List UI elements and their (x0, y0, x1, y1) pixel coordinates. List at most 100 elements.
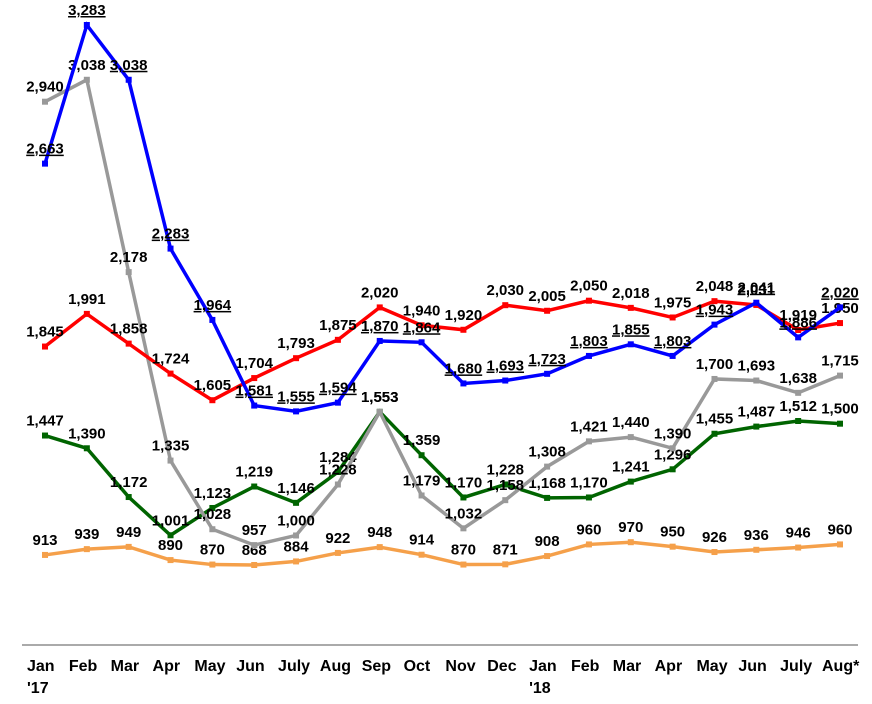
point (167, 532, 174, 539)
data-label: 2,031 (738, 282, 776, 299)
data-label: 1,793 (277, 335, 315, 352)
data-label: 868 (242, 542, 267, 559)
data-label: 1,940 (403, 302, 441, 319)
data-label: 1,975 (654, 294, 692, 311)
point (293, 355, 300, 362)
data-label: 1,032 (445, 505, 483, 522)
point (209, 561, 216, 568)
data-label: 1,723 (528, 351, 566, 368)
data-label: 1,693 (738, 358, 776, 375)
data-label: 1,715 (821, 353, 859, 370)
point (711, 298, 718, 305)
data-label: 871 (493, 541, 518, 558)
x-tick-label: July (780, 658, 813, 675)
point (293, 408, 300, 415)
series-line (43, 21, 842, 414)
x-tick-label: Apr (654, 658, 683, 675)
x-tick-label: Mar (110, 658, 140, 675)
data-label: 1,803 (654, 333, 692, 350)
point (502, 497, 509, 504)
data-label: 1,594 (319, 380, 357, 397)
series-line (44, 540, 841, 567)
data-label: 913 (32, 532, 57, 549)
x-tick-label: Feb (570, 658, 600, 675)
point (460, 326, 467, 333)
point (167, 457, 174, 464)
point (669, 352, 676, 359)
data-label: 1,158 (486, 477, 524, 494)
data-label: 960 (827, 521, 852, 538)
point (293, 558, 300, 565)
point (293, 499, 300, 506)
point (125, 269, 132, 276)
data-label: 2,020 (361, 284, 399, 301)
point (125, 543, 132, 550)
x-tick-label: Sep (361, 658, 392, 675)
point (376, 337, 383, 344)
data-label: 1,680 (445, 360, 483, 377)
point (837, 304, 843, 311)
data-label: 1,886 (779, 314, 817, 331)
data-label: 2,283 (152, 226, 190, 243)
data-label: 3,038 (110, 57, 148, 74)
data-label: 890 (158, 537, 183, 554)
x-tick-label: Jun (236, 658, 265, 675)
point (711, 549, 718, 556)
data-label: 1,241 (612, 459, 650, 476)
data-label: 939 (74, 526, 99, 543)
point (460, 561, 467, 568)
data-label: 1,919 (779, 307, 817, 324)
point (460, 525, 467, 532)
data-label: 1,500 (821, 401, 859, 418)
data-label: 926 (702, 529, 727, 546)
data-label: 1,308 (528, 444, 566, 461)
data-label: 1,875 (319, 317, 357, 334)
data-label: 1,359 (403, 432, 441, 449)
x-tick-label: Aug (319, 658, 351, 675)
data-label: 949 (116, 524, 141, 541)
point (251, 562, 258, 568)
point (251, 402, 258, 409)
point (627, 478, 634, 485)
point (125, 494, 132, 501)
point (585, 297, 592, 304)
point (251, 375, 258, 382)
point (837, 541, 843, 548)
data-label: 1,638 (779, 370, 817, 387)
x-tick-label: Mar (612, 658, 642, 675)
point (83, 445, 90, 452)
point (669, 445, 676, 452)
data-label: 1,219 (235, 464, 273, 481)
point (837, 320, 843, 327)
point (418, 551, 425, 558)
point (502, 302, 509, 309)
x-tick-label: May (194, 658, 226, 675)
point (125, 76, 132, 83)
series-line (43, 298, 841, 403)
point (627, 341, 634, 348)
data-label: 1,455 (696, 411, 734, 428)
data-label: 1,390 (68, 425, 106, 442)
data-label: 1,000 (277, 512, 315, 529)
data-label: 922 (325, 530, 350, 547)
data-label: 1,296 (654, 446, 692, 463)
data-label: 1,991 (68, 291, 106, 308)
point (711, 321, 718, 328)
data-label: 2,663 (26, 141, 64, 158)
data-label: 1,447 (26, 413, 64, 430)
data-label: 2,048 (696, 278, 734, 295)
point (42, 98, 48, 105)
data-label: 914 (409, 532, 435, 549)
point (627, 539, 634, 546)
data-label: 1,555 (277, 388, 315, 405)
data-label: 1,487 (738, 404, 776, 421)
series-line (44, 409, 841, 538)
x-tick-label: Oct (403, 658, 431, 675)
data-label: 1,553 (361, 389, 399, 406)
point (753, 299, 760, 306)
point (753, 423, 760, 430)
point (334, 549, 341, 556)
data-label: 1,284 (319, 449, 357, 466)
data-label: 908 (535, 533, 560, 550)
